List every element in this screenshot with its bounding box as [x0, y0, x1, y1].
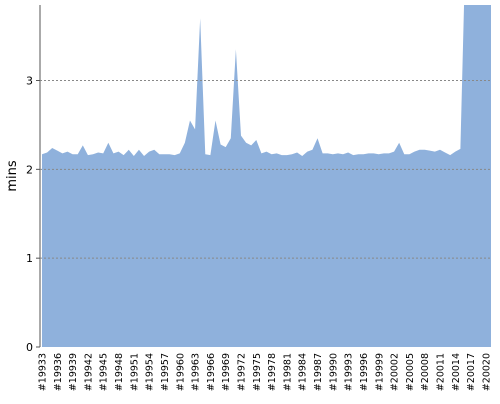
y-tick-label: 2 — [26, 163, 33, 176]
x-tick-label: #19960 — [175, 353, 186, 391]
x-tick-label: #19945 — [99, 353, 110, 391]
x-tick-label: #19978 — [267, 353, 278, 391]
x-tick-label: #19990 — [328, 353, 339, 391]
x-tick-label: #20017 — [466, 353, 477, 391]
x-tick-label: #19999 — [374, 353, 385, 391]
y-tick-label: 1 — [26, 252, 33, 265]
x-tick-label: #19972 — [236, 353, 247, 391]
x-tick-label: #19969 — [221, 353, 232, 391]
x-tick-label: #19966 — [206, 353, 217, 391]
x-tick-label: #20008 — [420, 353, 431, 391]
x-tick-label: #19984 — [298, 353, 309, 391]
x-tick-label: #19936 — [53, 353, 64, 391]
x-tick-label: #20005 — [405, 353, 416, 391]
x-tick-label: #19939 — [68, 353, 79, 391]
x-tick-label: #20002 — [390, 353, 401, 391]
x-tick-label: #19948 — [114, 353, 125, 391]
x-tick-label: #20014 — [451, 353, 462, 391]
y-axis-label: mins — [5, 160, 20, 192]
plot-area — [42, 5, 491, 347]
x-tick-label: #19951 — [129, 353, 140, 391]
x-tick-label: #19957 — [160, 353, 171, 391]
x-tick-label: #19933 — [38, 353, 49, 391]
x-tick-label: #19981 — [282, 353, 293, 391]
x-tick-label: #20011 — [435, 353, 446, 391]
x-tick-label: #19954 — [145, 353, 156, 391]
y-tick-label: 0 — [26, 341, 33, 354]
x-tick-label: #19996 — [359, 353, 370, 391]
x-tick-label: #19975 — [252, 353, 263, 391]
x-tick-label: #19987 — [313, 353, 324, 391]
area — [42, 5, 491, 347]
x-tick-label: #20020 — [481, 353, 492, 391]
x-tick-label: #19963 — [191, 353, 202, 391]
x-tick-label: #19993 — [344, 353, 355, 391]
y-tick-label: 3 — [26, 75, 33, 88]
x-tick-label: #19942 — [83, 353, 94, 391]
